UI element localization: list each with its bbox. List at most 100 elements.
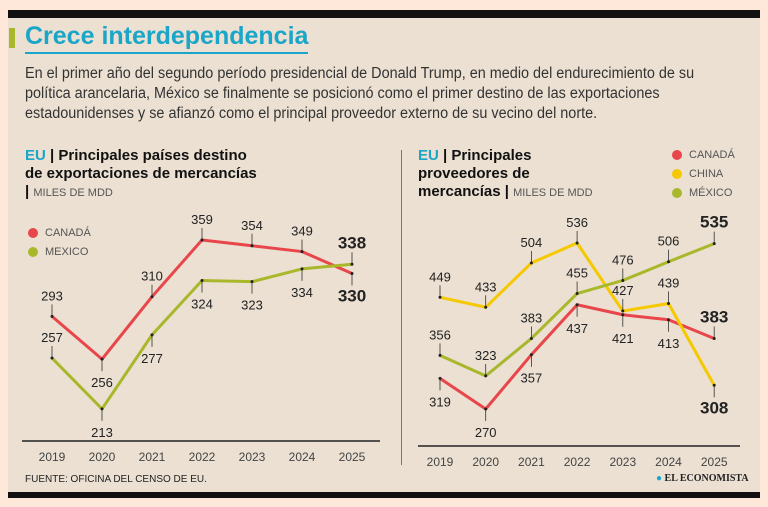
data-point bbox=[667, 302, 670, 306]
x-tick-label: 2024 bbox=[289, 450, 316, 464]
data-label: 338 bbox=[338, 233, 366, 252]
top-bar bbox=[8, 10, 760, 18]
x-tick-label: 2021 bbox=[139, 450, 166, 464]
chart2-legend: CANADÁ CHINA MÉXICO bbox=[672, 145, 735, 202]
data-point bbox=[575, 241, 579, 245]
x-tick-label: 2025 bbox=[701, 455, 728, 469]
data-point bbox=[100, 407, 104, 411]
legend-mexico: MÉXICO bbox=[672, 183, 735, 202]
data-point bbox=[712, 242, 716, 246]
x-tick-label: 2023 bbox=[239, 450, 266, 464]
data-label: 455 bbox=[566, 266, 588, 281]
x-tick-label: 2019 bbox=[427, 455, 454, 469]
data-point bbox=[529, 261, 533, 265]
x-tick-label: 2020 bbox=[472, 455, 499, 469]
data-point bbox=[50, 314, 54, 318]
data-point bbox=[300, 267, 304, 271]
page-title: Crece interdependencia bbox=[25, 22, 309, 54]
data-label: 413 bbox=[658, 336, 680, 351]
x-tick-label: 2022 bbox=[189, 450, 216, 464]
data-label: 277 bbox=[141, 351, 163, 366]
data-label: 357 bbox=[521, 371, 543, 386]
bottom-bar bbox=[8, 492, 760, 498]
title-accent bbox=[9, 28, 15, 48]
data-point bbox=[50, 356, 54, 360]
data-label: 349 bbox=[291, 224, 313, 239]
data-point bbox=[712, 383, 716, 387]
china-dot-icon bbox=[672, 168, 682, 179]
data-label: 256 bbox=[91, 375, 113, 390]
intro-text: En el primer año del segundo período pre… bbox=[25, 65, 695, 122]
data-point bbox=[484, 407, 488, 411]
data-label: 334 bbox=[291, 285, 313, 300]
data-point bbox=[575, 292, 579, 296]
mexico-dot-icon bbox=[672, 187, 682, 198]
logo: ● EL ECONOMISTA bbox=[656, 473, 749, 484]
mexico-dot-icon bbox=[28, 246, 38, 257]
data-label: 359 bbox=[191, 212, 213, 227]
data-point bbox=[150, 333, 154, 337]
x-tick-label: 2020 bbox=[89, 450, 116, 464]
data-point bbox=[350, 272, 354, 276]
data-label: 319 bbox=[429, 394, 451, 409]
data-label: 536 bbox=[566, 215, 588, 230]
legend-canada: CANADÁ bbox=[28, 223, 91, 242]
data-label: 323 bbox=[475, 348, 497, 363]
data-label: 383 bbox=[521, 310, 543, 325]
data-point bbox=[621, 278, 625, 282]
data-point bbox=[667, 260, 670, 264]
canada-dot-icon bbox=[28, 227, 38, 238]
data-point bbox=[529, 336, 533, 340]
data-point bbox=[575, 303, 579, 307]
data-label: 308 bbox=[700, 398, 728, 417]
data-point bbox=[150, 295, 154, 299]
data-point bbox=[667, 318, 670, 322]
data-point bbox=[621, 313, 625, 317]
data-point bbox=[350, 262, 354, 266]
data-label: 270 bbox=[475, 425, 497, 440]
data-point bbox=[200, 278, 204, 282]
data-point bbox=[438, 295, 442, 299]
data-label: 383 bbox=[700, 307, 728, 326]
legend-mexico: MEXICO bbox=[28, 242, 91, 261]
data-point bbox=[438, 353, 442, 357]
chart1-legend: CANADÁ MEXICO bbox=[28, 223, 91, 261]
data-label: 476 bbox=[612, 252, 634, 267]
data-point bbox=[300, 250, 304, 254]
data-label: 437 bbox=[566, 321, 588, 336]
x-tick-label: 2025 bbox=[339, 450, 366, 464]
data-point bbox=[100, 357, 104, 361]
source-note: FUENTE: OFICINA DEL CENSO DE EU. bbox=[25, 474, 207, 485]
chart2-title: EU | Principales proveedores de mercancí… bbox=[418, 147, 593, 200]
x-tick-label: 2019 bbox=[39, 450, 66, 464]
data-point bbox=[250, 280, 254, 284]
data-label: 324 bbox=[191, 296, 213, 311]
data-point bbox=[438, 376, 442, 380]
data-point bbox=[712, 336, 716, 340]
data-label: 323 bbox=[241, 298, 263, 313]
data-point bbox=[621, 309, 625, 313]
data-label: 506 bbox=[658, 234, 680, 249]
legend-china: CHINA bbox=[672, 164, 735, 183]
canada-dot-icon bbox=[672, 149, 682, 160]
data-label: 330 bbox=[338, 287, 366, 306]
x-tick-label: 2023 bbox=[609, 455, 636, 469]
panel bbox=[8, 18, 760, 492]
data-point bbox=[484, 305, 488, 309]
logo-icon: ● bbox=[656, 473, 663, 484]
chart1-title: EU | Principales países destino de expor… bbox=[25, 147, 257, 200]
data-label: 427 bbox=[612, 283, 634, 298]
data-label: 257 bbox=[41, 330, 63, 345]
data-point bbox=[200, 238, 204, 242]
data-label: 356 bbox=[429, 327, 451, 342]
data-label: 439 bbox=[658, 276, 680, 291]
legend-canada: CANADÁ bbox=[672, 145, 735, 164]
data-label: 504 bbox=[521, 235, 543, 250]
data-point bbox=[529, 353, 533, 357]
data-label: 213 bbox=[91, 425, 113, 440]
data-label: 354 bbox=[241, 218, 263, 233]
data-label: 310 bbox=[141, 269, 163, 284]
data-label: 433 bbox=[475, 279, 497, 294]
data-point bbox=[250, 244, 254, 248]
